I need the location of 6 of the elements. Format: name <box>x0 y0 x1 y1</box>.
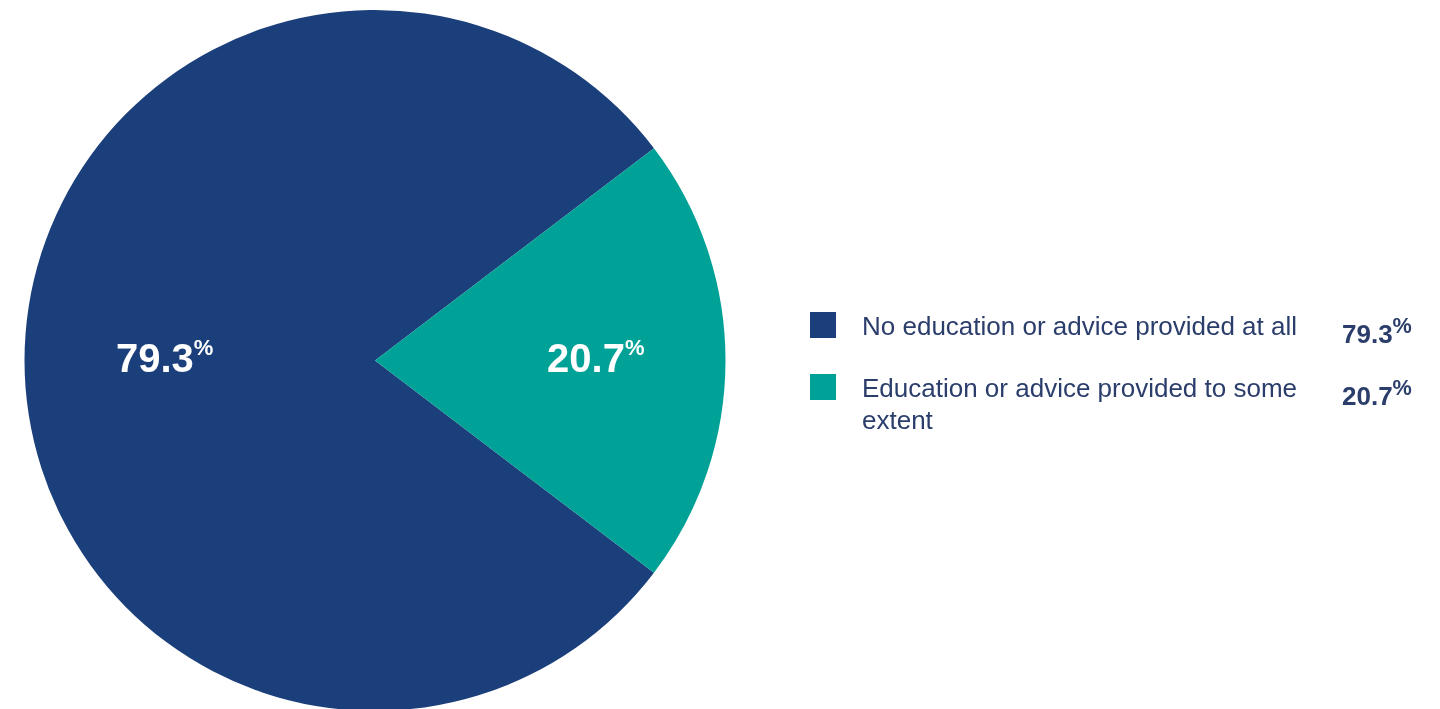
legend-label: No education or advice provided at all <box>862 310 1299 342</box>
legend-label: Education or advice provided to some extent <box>862 371 1299 436</box>
text: 20.7$^{%}$ <box>1342 374 1412 411</box>
text: 79.3$^{%}$ <box>1342 313 1412 349</box>
data-label: 20.7% <box>547 334 645 380</box>
data-label: 79.3% <box>115 334 214 380</box>
